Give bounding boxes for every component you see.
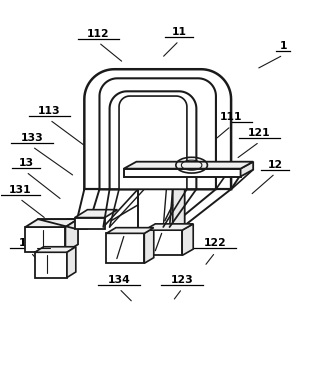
Polygon shape xyxy=(144,230,182,256)
Text: 134: 134 xyxy=(108,275,130,285)
Text: 111: 111 xyxy=(220,112,242,122)
Polygon shape xyxy=(75,210,118,218)
Polygon shape xyxy=(75,218,105,229)
Polygon shape xyxy=(35,247,76,252)
Text: 113: 113 xyxy=(38,106,61,116)
Text: 131: 131 xyxy=(8,185,31,195)
Polygon shape xyxy=(107,233,144,263)
Polygon shape xyxy=(25,219,78,227)
Polygon shape xyxy=(144,224,193,230)
Polygon shape xyxy=(168,189,231,229)
Polygon shape xyxy=(173,182,185,252)
Polygon shape xyxy=(107,228,154,233)
Text: 132: 132 xyxy=(19,238,42,248)
Polygon shape xyxy=(67,219,87,229)
Text: 122: 122 xyxy=(204,238,227,248)
Polygon shape xyxy=(35,252,67,278)
Polygon shape xyxy=(65,219,78,252)
Polygon shape xyxy=(182,224,193,256)
Text: 123: 123 xyxy=(171,275,194,285)
Text: 13: 13 xyxy=(18,158,34,168)
Polygon shape xyxy=(110,91,196,189)
Polygon shape xyxy=(75,189,100,229)
Polygon shape xyxy=(138,182,185,189)
Text: 1: 1 xyxy=(279,41,287,51)
Polygon shape xyxy=(67,247,76,278)
Polygon shape xyxy=(124,162,253,169)
Polygon shape xyxy=(144,228,154,263)
Polygon shape xyxy=(84,69,231,189)
Text: 12: 12 xyxy=(268,160,283,170)
Polygon shape xyxy=(124,169,241,177)
Polygon shape xyxy=(25,227,65,252)
Polygon shape xyxy=(119,96,187,189)
Polygon shape xyxy=(100,78,216,189)
Text: 133: 133 xyxy=(21,133,44,143)
Polygon shape xyxy=(125,177,173,189)
Polygon shape xyxy=(241,162,253,177)
Text: 121: 121 xyxy=(248,128,271,138)
Polygon shape xyxy=(125,177,138,189)
Polygon shape xyxy=(138,189,173,252)
Text: 11: 11 xyxy=(171,27,186,37)
Text: 112: 112 xyxy=(87,29,110,39)
